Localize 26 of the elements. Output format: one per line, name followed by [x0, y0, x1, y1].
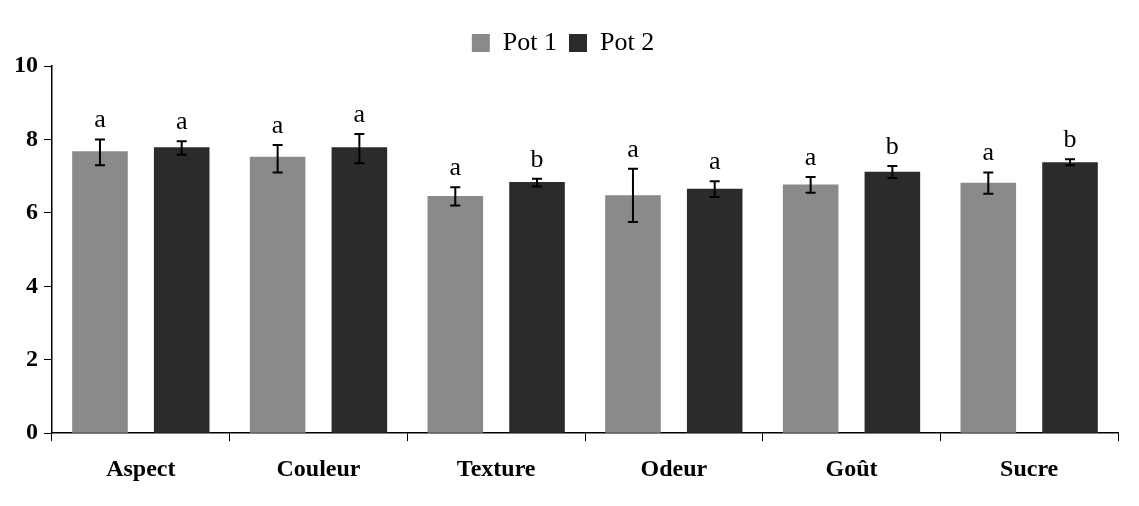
legend-label: Pot 2 [600, 26, 655, 56]
y-tick-label: 4 [26, 271, 38, 298]
y-tick-label: 2 [26, 344, 38, 371]
annotation: b [1063, 124, 1077, 154]
annotation: a [982, 137, 995, 167]
x-tick-label: Sucre [1000, 454, 1059, 481]
annotation: a [804, 141, 817, 171]
y-tick-label: 10 [14, 51, 38, 78]
annotation: a [353, 98, 366, 128]
annotation: a [175, 106, 188, 136]
y-tick-label: 6 [26, 198, 38, 225]
annotation: a [627, 133, 640, 163]
annotation: b [530, 143, 544, 173]
annotation: a [94, 104, 107, 134]
x-tick-label: Odeur [640, 454, 708, 481]
x-tick-label: Couleur [276, 454, 361, 481]
y-tick-label: 8 [26, 124, 38, 151]
y-tick-label: 0 [26, 418, 38, 445]
annotation: a [449, 152, 462, 181]
x-tick-label: Goût [825, 454, 878, 481]
annotation: a [708, 146, 721, 176]
annotation: b [885, 130, 899, 160]
x-tick-label: Texture [456, 454, 536, 481]
annotation: a [271, 109, 284, 139]
legend-label: Pot 1 [502, 26, 557, 56]
x-tick-label: Aspect [106, 454, 176, 481]
